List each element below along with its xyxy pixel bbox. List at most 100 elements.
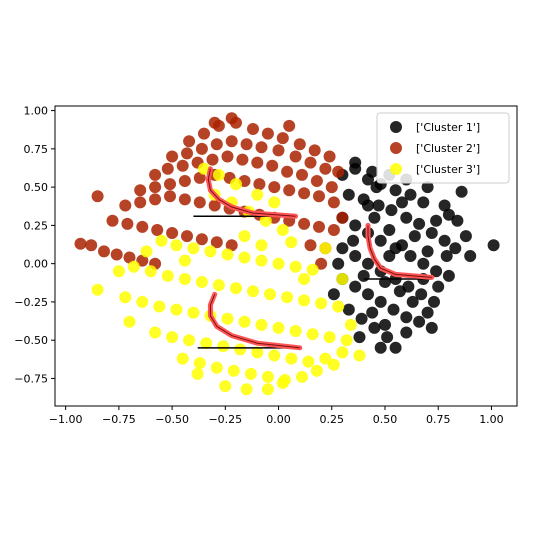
data-point: [149, 168, 162, 181]
legend-marker: [390, 121, 402, 133]
data-point: [238, 315, 251, 328]
data-point: [464, 250, 477, 262]
data-point: [210, 236, 223, 249]
data-point: [327, 288, 340, 301]
data-point: [221, 248, 234, 261]
data-point: [342, 188, 355, 201]
data-point: [134, 184, 147, 197]
data-point: [161, 162, 174, 175]
data-points: [74, 112, 500, 396]
data-point: [193, 357, 206, 370]
data-point: [400, 211, 413, 224]
data-point: [430, 214, 443, 227]
overlay-curve-edge: [207, 168, 296, 217]
data-point: [238, 230, 251, 243]
data-point: [183, 334, 196, 347]
x-tick-label: −1.00: [49, 413, 83, 426]
data-point: [381, 331, 394, 344]
overlay-curve-edge: [209, 294, 300, 349]
data-point: [136, 295, 149, 308]
data-point: [240, 138, 253, 151]
data-point: [304, 156, 317, 169]
data-point: [327, 196, 340, 209]
data-point: [178, 193, 191, 206]
data-point: [425, 227, 438, 239]
data-point: [212, 279, 225, 292]
data-point: [98, 245, 110, 258]
data-point: [325, 181, 338, 194]
data-point: [123, 251, 136, 264]
data-point: [396, 196, 408, 209]
legend-box: [376, 112, 510, 184]
data-point: [442, 269, 455, 282]
data-point: [136, 220, 149, 233]
overlay-curve-edge: [367, 225, 432, 278]
data-point: [272, 144, 285, 157]
data-point: [285, 352, 298, 365]
data-point: [285, 236, 298, 249]
data-point: [198, 162, 210, 175]
data-point: [119, 291, 132, 304]
legend-label: ['Cluster 1']: [416, 121, 480, 134]
data-point: [261, 127, 274, 140]
data-point: [176, 159, 189, 172]
data-point: [449, 242, 462, 255]
y-tick-label: 0.50: [24, 181, 49, 194]
data-point: [166, 331, 179, 344]
data-point: [366, 165, 379, 178]
data-point: [255, 239, 268, 252]
data-point: [425, 321, 438, 334]
legend-label: ['Cluster 2']: [416, 142, 480, 155]
data-point: [221, 150, 234, 163]
data-point: [336, 273, 349, 285]
y-axis-ticks: −0.75 −0.50 −0.25 0.00 0.25 0.50 0.75 1.00: [14, 105, 55, 385]
data-point: [379, 276, 391, 288]
x-tick-label: 0.75: [426, 413, 451, 426]
x-tick-label: 0.25: [320, 413, 345, 426]
data-point: [283, 119, 296, 132]
data-point: [298, 294, 311, 307]
data-point: [357, 269, 370, 282]
x-tick-label: −0.25: [208, 413, 242, 426]
data-point: [315, 297, 328, 310]
data-point: [74, 237, 87, 250]
data-point: [487, 239, 500, 252]
data-point: [432, 280, 445, 293]
data-point: [349, 219, 362, 232]
data-point: [276, 377, 289, 389]
data-point: [247, 123, 259, 135]
data-point: [123, 315, 136, 328]
data-point: [349, 250, 362, 262]
legend-marker: [390, 142, 402, 154]
y-tick-label: 0.00: [24, 258, 49, 271]
data-point: [349, 280, 362, 293]
data-point: [355, 312, 368, 325]
data-point: [112, 265, 125, 278]
data-point: [313, 220, 325, 233]
data-point: [181, 230, 193, 243]
data-point: [323, 150, 336, 163]
data-point: [370, 181, 383, 194]
data-point: [227, 364, 240, 377]
data-point: [151, 224, 164, 236]
series-cluster-2: [74, 112, 349, 270]
data-point: [195, 276, 208, 288]
x-tick-label: 1.00: [479, 413, 504, 426]
data-point: [251, 188, 264, 201]
data-point: [310, 175, 323, 187]
data-point: [389, 341, 402, 354]
data-point: [298, 273, 311, 285]
data-point: [208, 199, 221, 212]
data-point: [268, 196, 281, 209]
data-point: [404, 188, 417, 201]
data-point: [217, 340, 230, 353]
data-point: [236, 153, 249, 166]
data-point: [195, 233, 208, 246]
data-point: [344, 318, 357, 331]
data-point: [415, 288, 428, 301]
data-point: [178, 254, 191, 267]
data-point: [268, 181, 281, 194]
series-cluster-3: [91, 162, 366, 396]
data-point: [144, 265, 157, 278]
data-point: [261, 383, 274, 396]
